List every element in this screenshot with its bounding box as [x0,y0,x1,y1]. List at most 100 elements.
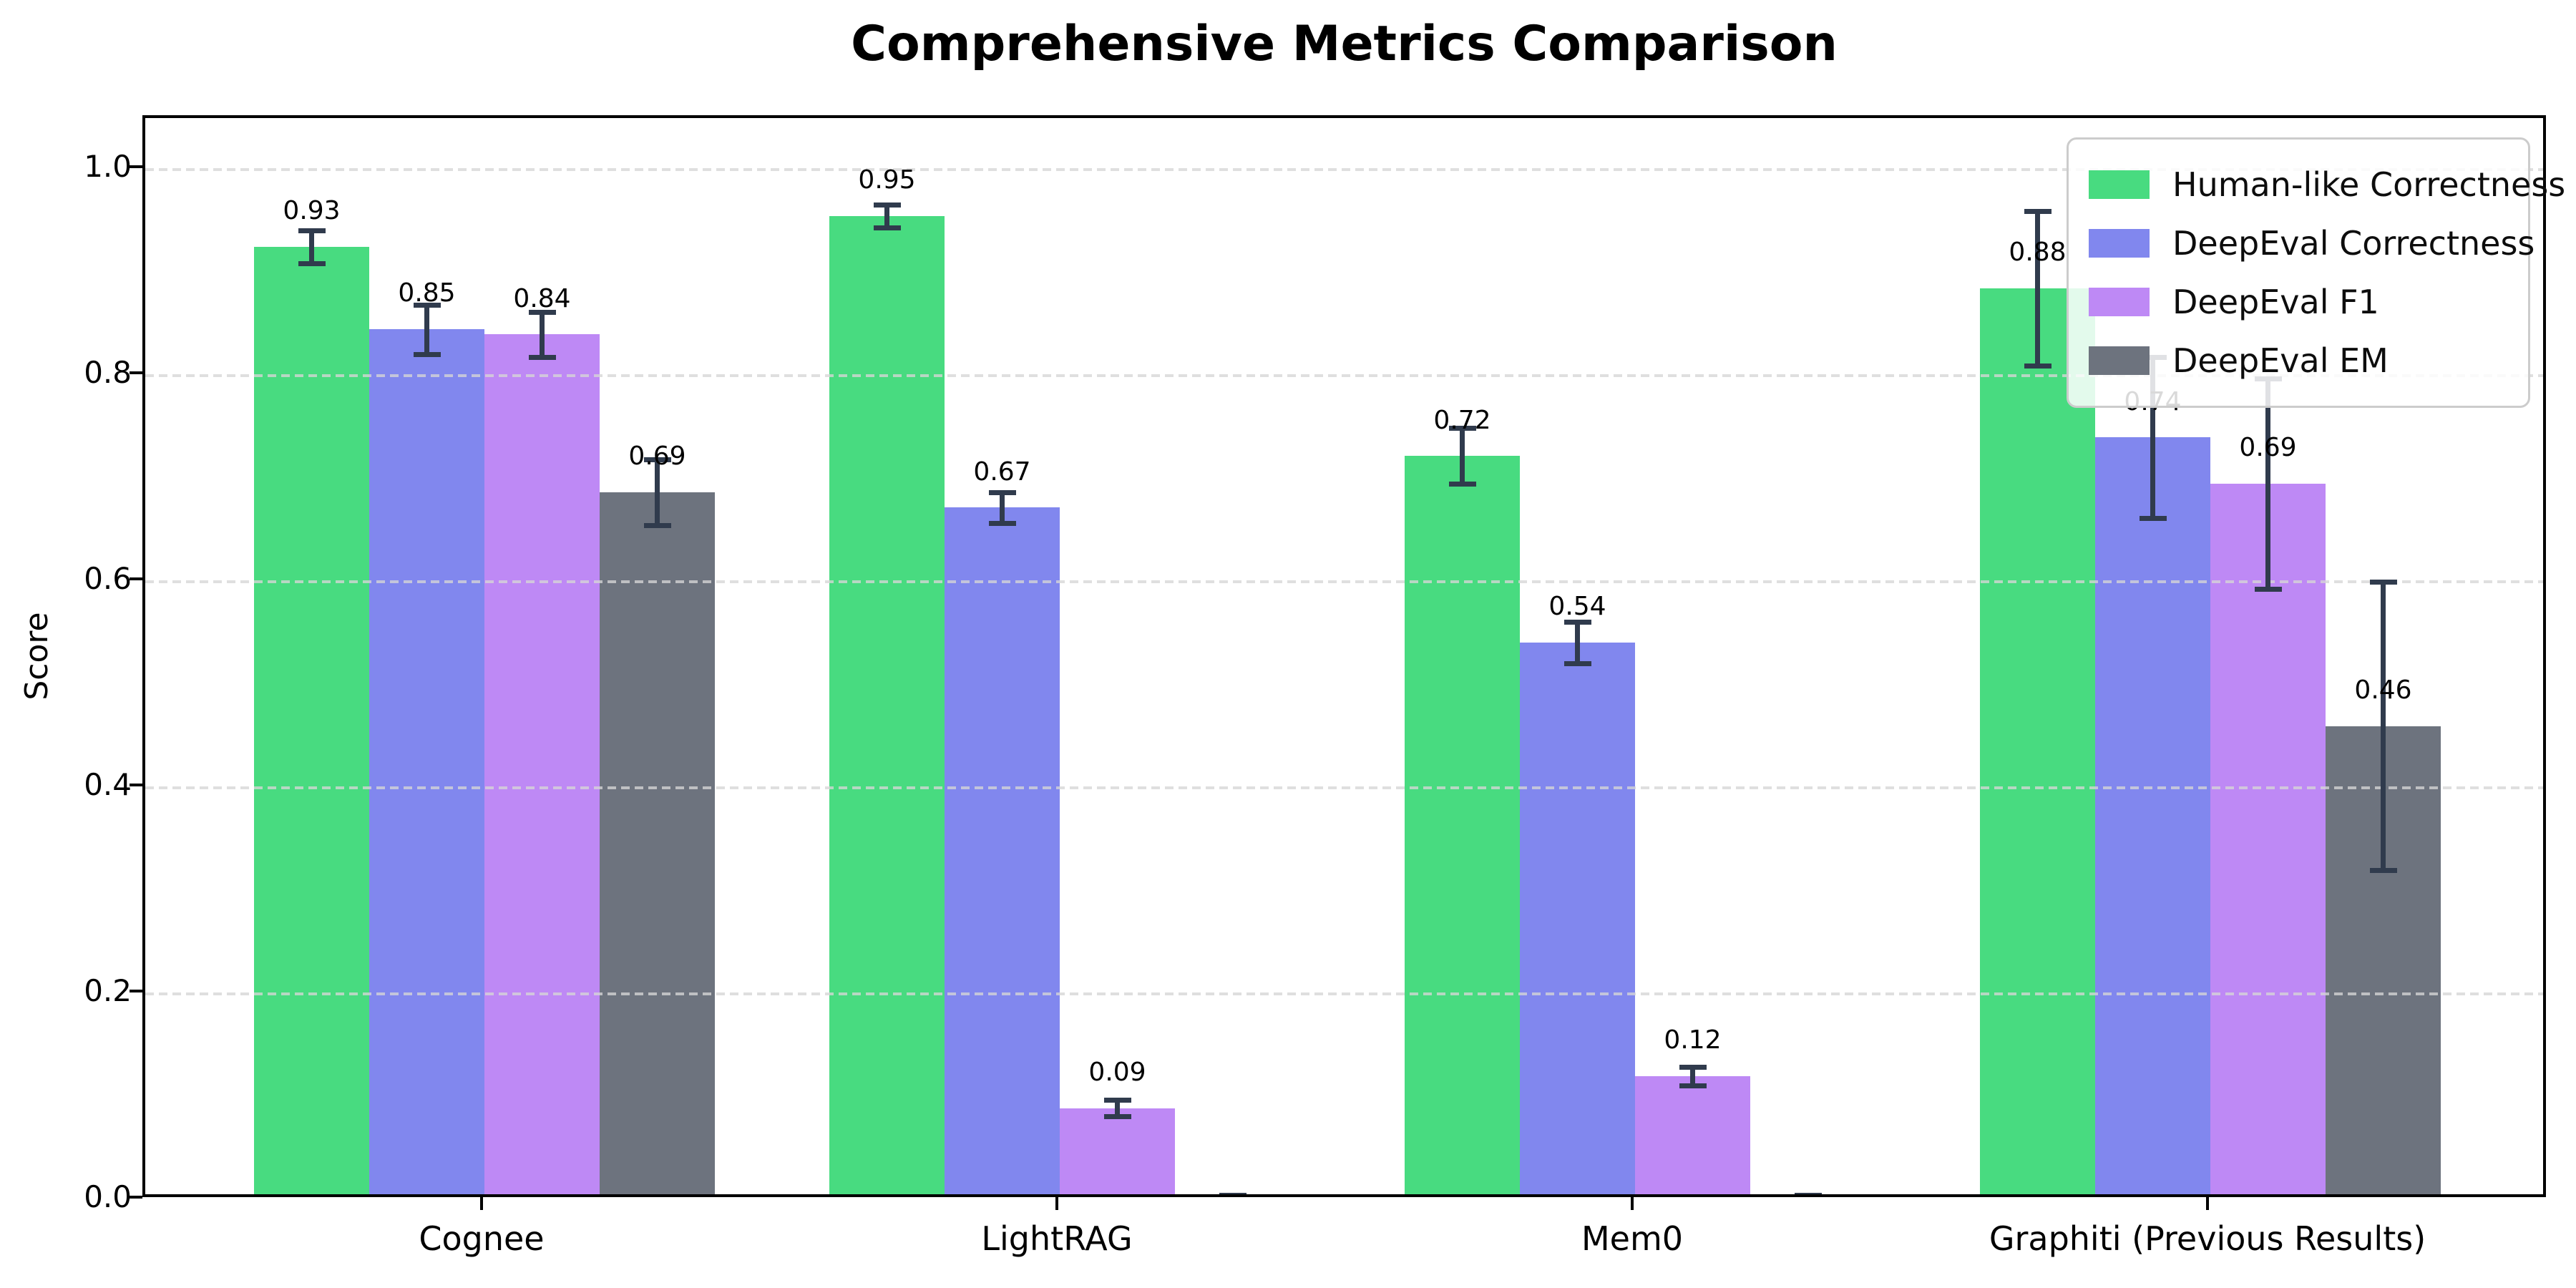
bar-value-label: 0.72 [1433,405,1491,435]
error-bar-cap-top [1563,620,1591,625]
bar-value-label: 0.69 [628,441,686,471]
bar-deepeval-f1-cognee [484,334,600,1194]
legend: Human-like Correctness DeepEval Correctne… [2067,137,2565,408]
bar-deepeval-f1-graphiti-previous-results [2210,484,2326,1194]
bar-deepeval-correctness-cognee [369,329,484,1194]
error-bar-cap-bottom [528,355,556,361]
legend-item-deepeval-f1: DeepEval F1 [2089,274,2508,330]
error-bar-cap-bottom [413,351,441,357]
legend-label: DeepEval F1 [2172,283,2379,321]
error-bar-line [1805,1195,1810,1197]
bar-value-label: 0.67 [973,457,1031,487]
x-tick-label-mem0: Mem0 [1581,1219,1684,1258]
error-bar-cap-top [1794,1192,1822,1194]
bar-human-like-correctness-graphiti-previous-results [1980,288,2095,1194]
legend-label: Human-like Correctness [2172,165,2566,204]
bar-value-label: 0.84 [513,283,571,313]
legend-item-human-like-correctness: Human-like Correctness [2089,157,2565,213]
gridline-1.0 [145,168,2543,171]
bar-deepeval-f1-lightrag [1060,1108,1175,1194]
error-bar-line [1690,1067,1695,1086]
error-bar-line [2381,582,2386,871]
bar-human-like-correctness-mem0 [1405,456,1520,1194]
x-tick-label-cognee: Cognee [419,1219,545,1258]
error-bar-cap-top [1103,1098,1131,1103]
error-bar-cap-top [2024,208,2051,214]
y-tick-label: 0.8 [84,355,132,390]
bar-human-like-correctness-lightrag [829,215,945,1194]
error-bar-line [1460,428,1465,484]
y-tick-label: 0.2 [84,973,132,1008]
bar-value-label: 0.95 [858,165,916,195]
y-tick-mark [130,371,142,374]
bar-value-label: 0.09 [1088,1058,1146,1088]
legend-label: DeepEval Correctness [2172,224,2535,263]
error-bar-cap-top [1679,1065,1707,1070]
bar-value-label: 0.88 [2009,237,2067,267]
error-bar-line [1115,1100,1120,1117]
gridline-0.8 [145,374,2543,377]
bar-deepeval-correctness-mem0 [1520,642,1635,1194]
bar-deepeval-correctness-lightrag [945,507,1060,1194]
x-tick-mark [1055,1197,1058,1210]
error-bar-line [2265,379,2270,590]
error-bar-line [1000,492,1005,523]
gridline-0.4 [145,786,2543,789]
error-bar-line [884,204,889,228]
error-bar-cap-bottom [2024,363,2051,369]
y-tick-label: 0.4 [84,767,132,802]
error-bar-cap-top [988,489,1016,495]
error-bar-line [540,311,545,358]
bar-value-label: 0.46 [2354,675,2412,705]
error-bar-cap-bottom [1448,482,1476,487]
bar-deepeval-em-cognee [600,492,715,1194]
x-tick-label-lightrag: LightRAG [981,1219,1133,1258]
bar-human-like-correctness-cognee [254,247,369,1194]
error-bar-cap-bottom [2254,587,2282,592]
error-bar-cap-top [873,202,901,208]
y-tick-mark [130,1196,142,1199]
error-bar-cap-bottom [873,225,901,230]
error-bar-line [2035,210,2040,366]
error-bar-cap-bottom [1679,1083,1707,1089]
y-tick-label: 0.0 [84,1179,132,1214]
legend-item-deepeval-em: DeepEval EM [2089,333,2508,389]
error-bar-cap-bottom [988,520,1016,526]
error-bar-cap-top [528,309,556,315]
bar-value-label: 0.85 [398,278,456,308]
error-bar-cap-bottom [2369,868,2397,874]
legend-item-deepeval-correctness: DeepEval Correctness [2089,215,2534,271]
x-tick-label-graphiti-previous-results: Graphiti (Previous Results) [1989,1219,2426,1258]
legend-swatch-deepeval-f1 [2089,288,2150,316]
chart-title: Comprehensive Metrics Comparison [851,16,1838,72]
error-bar-line [309,230,314,264]
error-bar-line [655,459,660,525]
x-tick-mark [1631,1197,1634,1210]
y-axis-label: Score [19,612,55,701]
bar-deepeval-correctness-graphiti-previous-results [2095,437,2210,1194]
error-bar-line [424,304,429,354]
x-tick-mark [2206,1197,2209,1210]
error-bar-cap-bottom [2139,515,2167,521]
error-bar-line [1230,1195,1235,1197]
error-bar-cap-bottom [1103,1114,1131,1120]
y-tick-mark [130,784,142,786]
error-bar-cap-top [298,228,326,233]
bar-deepeval-f1-mem0 [1635,1076,1750,1194]
y-tick-mark [130,577,142,580]
error-bar-cap-top [1219,1192,1246,1194]
y-tick-label: 1.0 [84,149,132,184]
legend-label: DeepEval EM [2172,341,2389,380]
error-bar-cap-top [413,302,441,308]
error-bar-cap-top [643,457,671,462]
gridline-0.6 [145,580,2543,583]
legend-swatch-human-like-correctness [2089,170,2150,199]
gridline-0.2 [145,992,2543,995]
error-bar-line [1575,622,1580,663]
y-tick-mark [130,165,142,168]
error-bar-cap-bottom [643,522,671,528]
legend-swatch-deepeval-em [2089,346,2150,375]
error-bar-cap-top [1448,426,1476,431]
y-tick-mark [130,990,142,992]
bar-value-label: 0.54 [1548,592,1606,622]
